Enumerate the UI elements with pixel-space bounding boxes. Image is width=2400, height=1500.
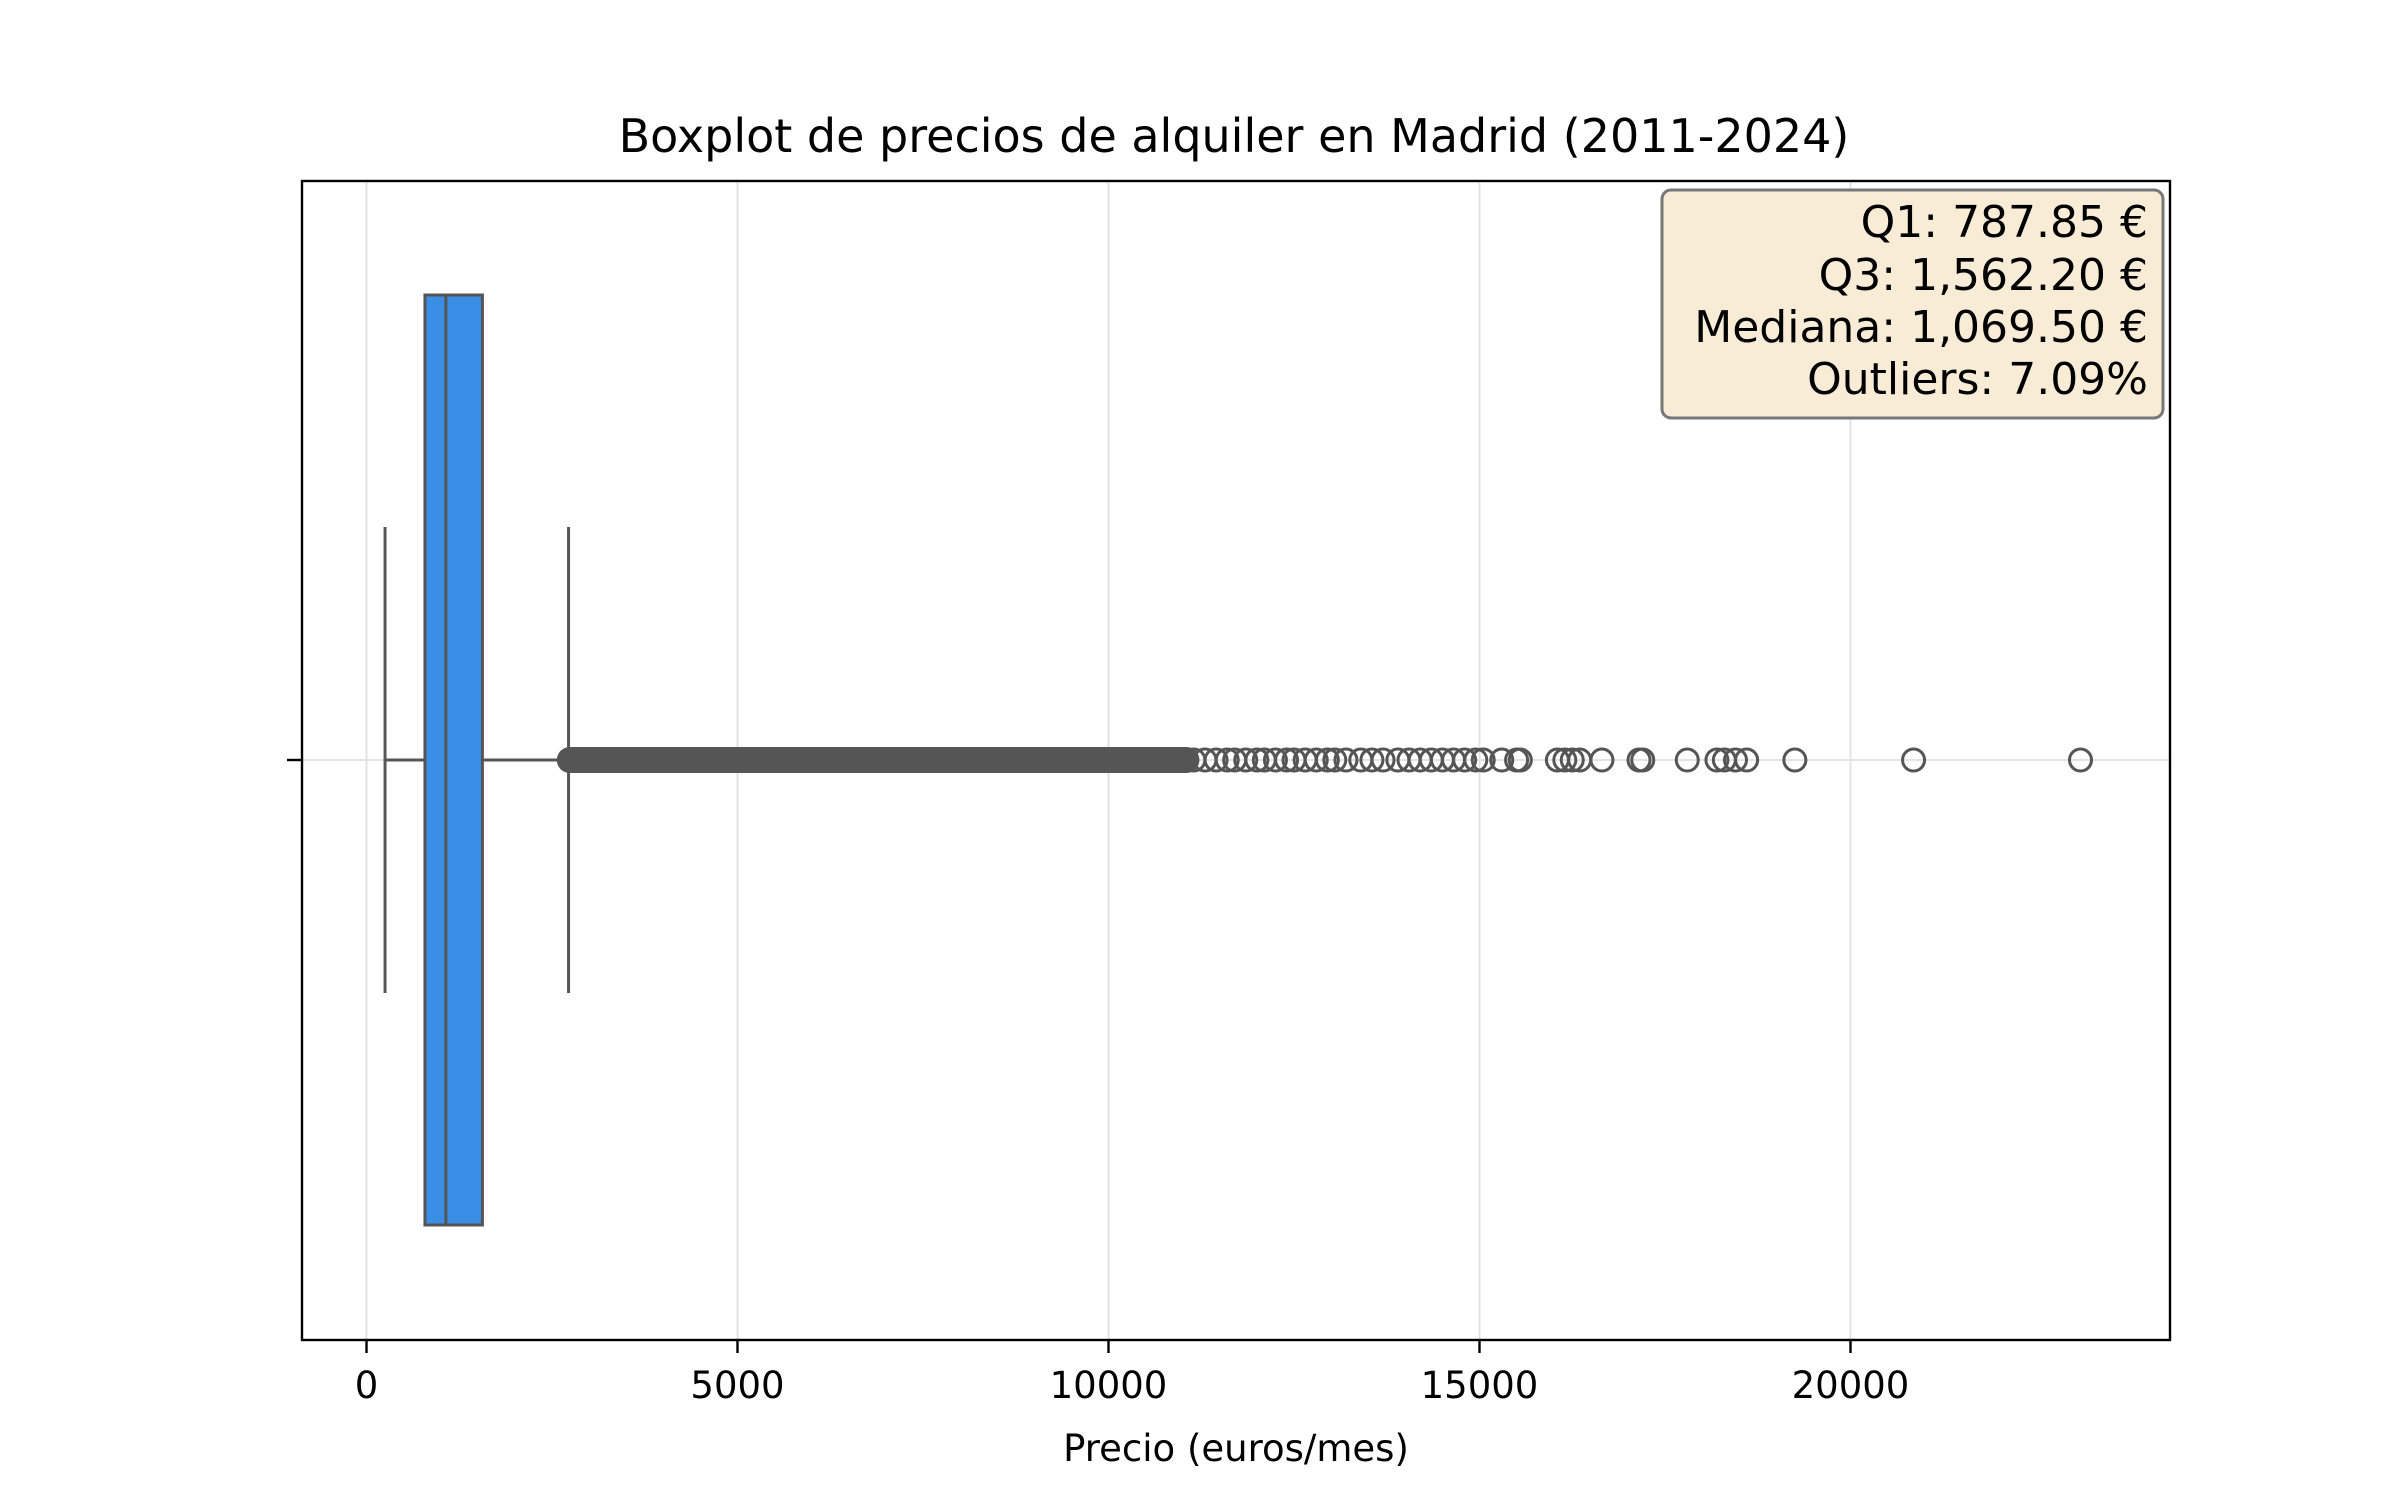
stats-outliers-text: Outliers: 7.09% [1807,354,2148,405]
outlier-point [1559,747,1585,773]
x-tick-label: 10000 [1050,1364,1168,1407]
stats-median-text: Mediana: 1,069.50 € [1694,302,2148,353]
outlier-point [1470,747,1496,773]
outlier-point [1552,747,1578,773]
outlier-point [1782,747,1808,773]
x-tick-label: 15000 [1421,1364,1539,1407]
x-axis-ticks: 0 5000 10000 15000 20000 [355,1340,1910,1407]
x-tick-label: 0 [355,1364,379,1407]
x-tick-label: 20000 [1792,1364,1910,1407]
outlier-point [2068,747,2094,773]
outlier-point [1734,747,1760,773]
outlier-point [1507,747,1533,773]
outlier-point [1314,747,1340,773]
iqr-box [423,293,484,1227]
outlier-point [1203,747,1229,773]
outlier-point [1722,747,1748,773]
box-group [383,293,571,1227]
stats-q3-text: Q3: 1,562.20 € [1819,250,2148,301]
chart-title: Boxplot de precios de alquiler en Madrid… [619,109,1850,163]
outlier-point [1674,747,1700,773]
outlier-point [1630,747,1656,773]
outlier-point [1370,747,1396,773]
outlier-point [1489,747,1515,773]
outlier-point [1589,747,1615,773]
x-axis-label: Precio (euros/mes) [1063,1427,1409,1470]
outlier-point [1262,747,1288,773]
outlier-point [1322,747,1348,773]
outlier-point [1452,747,1478,773]
outlier-point [1274,747,1300,773]
outlier-point [1333,747,1359,773]
outlier-point [1359,747,1385,773]
outlier-point [1244,747,1270,773]
outlier-point [1303,747,1329,773]
outlier-point [1463,747,1489,773]
outlier-points [556,747,2094,773]
outlier-point [1901,747,1927,773]
outlier-point [1214,747,1240,773]
stats-q1-text: Q1: 787.85 € [1861,197,2148,248]
stats-annotation-background [1660,188,2165,420]
x-tick-label: 5000 [690,1364,784,1407]
stats-annotation-box: Q1: 787.85 € Q3: 1,562.20 € Mediana: 1,0… [1660,188,2165,420]
outlier-point [1704,747,1730,773]
outlier-point [1233,747,1259,773]
